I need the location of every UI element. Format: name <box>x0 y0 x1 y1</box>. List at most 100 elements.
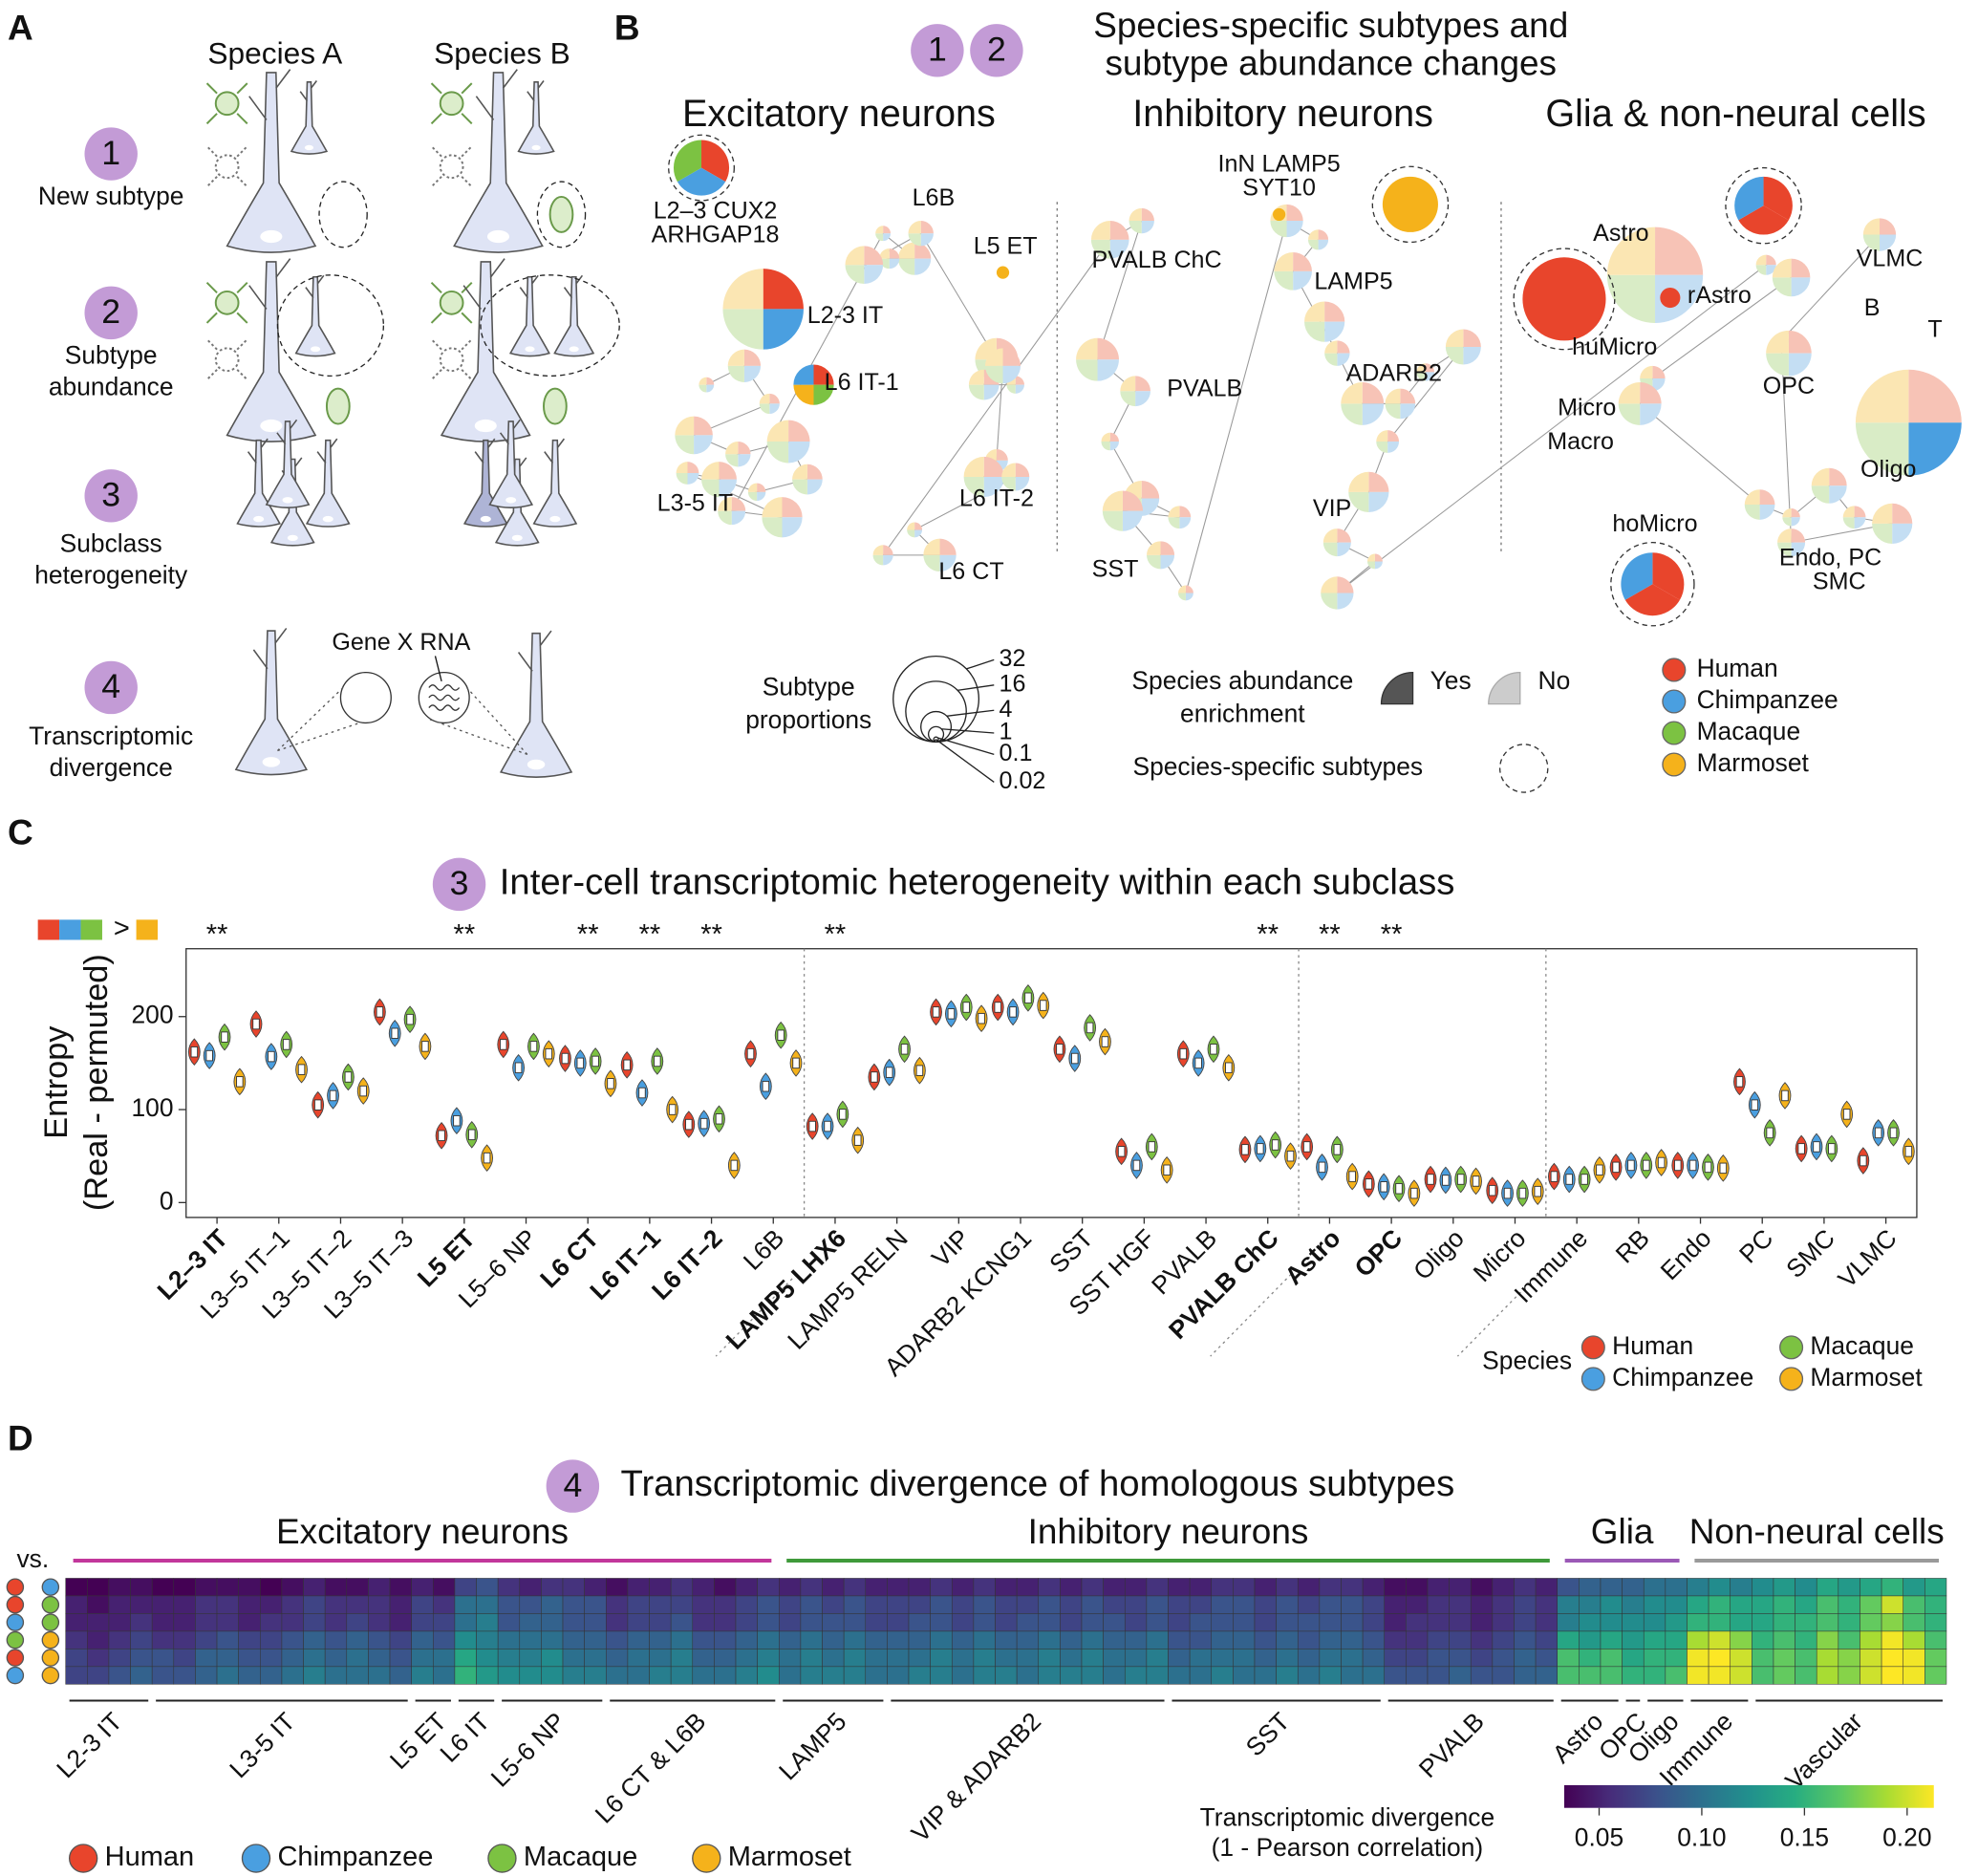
network-node <box>757 483 766 492</box>
colorbar-title: (1 - Pearson correlation) <box>1212 1833 1484 1862</box>
heatmap-cell <box>692 1649 715 1668</box>
group-label: L6 CT & L6B <box>590 1707 712 1829</box>
x-tick-label: VIP <box>926 1223 975 1272</box>
node-label: B <box>1864 294 1881 321</box>
network-node <box>1387 430 1400 442</box>
violin-box <box>777 1029 785 1041</box>
heatmap-cell <box>476 1630 499 1650</box>
network-node <box>1015 376 1024 385</box>
violin-box <box>576 1057 585 1069</box>
heatmap-cell <box>1103 1595 1126 1614</box>
heatmap-cell <box>714 1613 737 1632</box>
legend-label: Human <box>1697 654 1778 682</box>
network-node <box>1337 593 1354 610</box>
network-node <box>1374 553 1383 562</box>
heatmap-cell <box>843 1666 867 1685</box>
significance: ** <box>1319 919 1341 950</box>
heatmap-cell <box>260 1595 283 1614</box>
group-label: Vascular <box>1779 1707 1868 1796</box>
network-edge <box>920 232 998 360</box>
heatmap-cell <box>238 1649 261 1668</box>
heatmap-cell <box>606 1649 629 1668</box>
panel-label: C <box>8 813 33 852</box>
heatmap-cell <box>1168 1578 1191 1597</box>
legend-label: Marmoset <box>1810 1363 1923 1391</box>
heatmap-cell <box>195 1649 218 1668</box>
x-tick-label: Oligo <box>1408 1223 1470 1285</box>
heatmap-cell <box>303 1578 326 1597</box>
heatmap-cell <box>389 1595 412 1614</box>
heatmap-cell <box>1514 1595 1537 1614</box>
leader-line <box>935 739 995 783</box>
neurite <box>236 338 248 351</box>
network-node <box>1337 340 1350 354</box>
violin-box <box>1009 1006 1017 1018</box>
heatmap-cell <box>1081 1630 1104 1650</box>
network-node <box>706 384 715 393</box>
step-text: heterogeneity <box>34 560 188 589</box>
violin-box <box>932 1006 940 1018</box>
legend-label: Yes <box>1430 666 1472 695</box>
network-node <box>1185 585 1193 593</box>
network-node <box>1791 517 1800 527</box>
group-label: L2-3 IT <box>51 1707 127 1783</box>
network-node <box>1322 542 1338 557</box>
heatmap-cell <box>65 1578 88 1597</box>
badge-circle <box>84 127 138 181</box>
network-node <box>914 529 923 538</box>
network-node <box>806 479 823 495</box>
heatmap-cell <box>1687 1649 1709 1668</box>
network-node <box>1076 337 1098 360</box>
pointer <box>434 656 442 682</box>
heatmap-cell <box>151 1595 175 1614</box>
leader-line <box>957 684 995 692</box>
group-heading: Glia & non-neural cells <box>1545 93 1925 135</box>
network-node <box>1002 365 1021 384</box>
network-node <box>1168 517 1180 529</box>
violin-box <box>792 1057 800 1069</box>
neurite <box>236 312 248 324</box>
heatmap-cell <box>692 1578 715 1597</box>
group-label: L6 IT <box>435 1707 496 1768</box>
size-legend-label: 4 <box>1000 696 1013 722</box>
network-node <box>1129 207 1142 222</box>
group-label: SST <box>1240 1707 1296 1762</box>
heatmap-cell <box>1124 1613 1148 1632</box>
x-tick-label: PC <box>1733 1223 1778 1268</box>
heatmap-cell <box>1903 1595 1925 1614</box>
badge-number: 2 <box>987 31 1006 69</box>
heatmap-cell <box>1492 1649 1515 1668</box>
heatmap-cell <box>108 1649 131 1668</box>
group-label: VIP & ADARB2 <box>906 1707 1046 1847</box>
neurite <box>205 312 218 324</box>
heatmap-cell <box>260 1578 283 1597</box>
heatmap-cell <box>606 1666 629 1685</box>
node-label: InN LAMP5 <box>1218 151 1341 178</box>
network-node <box>1755 265 1767 275</box>
heatmap-cell <box>1687 1613 1709 1632</box>
species-node <box>996 266 1010 279</box>
heatmap-cell <box>1124 1578 1148 1597</box>
heatmap-cell <box>1427 1613 1450 1632</box>
heatmap-cell <box>1038 1595 1061 1614</box>
network-node <box>864 246 884 266</box>
heatmap-cell <box>1103 1649 1126 1668</box>
heatmap-cell <box>541 1613 564 1632</box>
network-node <box>908 233 921 247</box>
heatmap-cell <box>865 1613 888 1632</box>
node-label: rAstro <box>1688 282 1752 309</box>
heatmap-cell <box>130 1578 153 1597</box>
heatmap-cell <box>995 1630 1018 1650</box>
network-node <box>1318 239 1329 250</box>
heatmap-cell <box>1557 1595 1580 1614</box>
heatmap-cell <box>216 1595 239 1614</box>
y-tick-label: 100 <box>132 1093 174 1122</box>
heatmap-cell <box>995 1613 1018 1632</box>
step-text: Subtype <box>65 341 158 370</box>
size-legend-label: 1 <box>1000 719 1013 745</box>
y-axis-title: Entropy <box>38 1025 75 1139</box>
neurite <box>430 145 442 158</box>
heatmap-cell <box>973 1666 996 1685</box>
legend-label: Macaque <box>1810 1331 1914 1360</box>
heatmap-cell <box>87 1578 110 1597</box>
